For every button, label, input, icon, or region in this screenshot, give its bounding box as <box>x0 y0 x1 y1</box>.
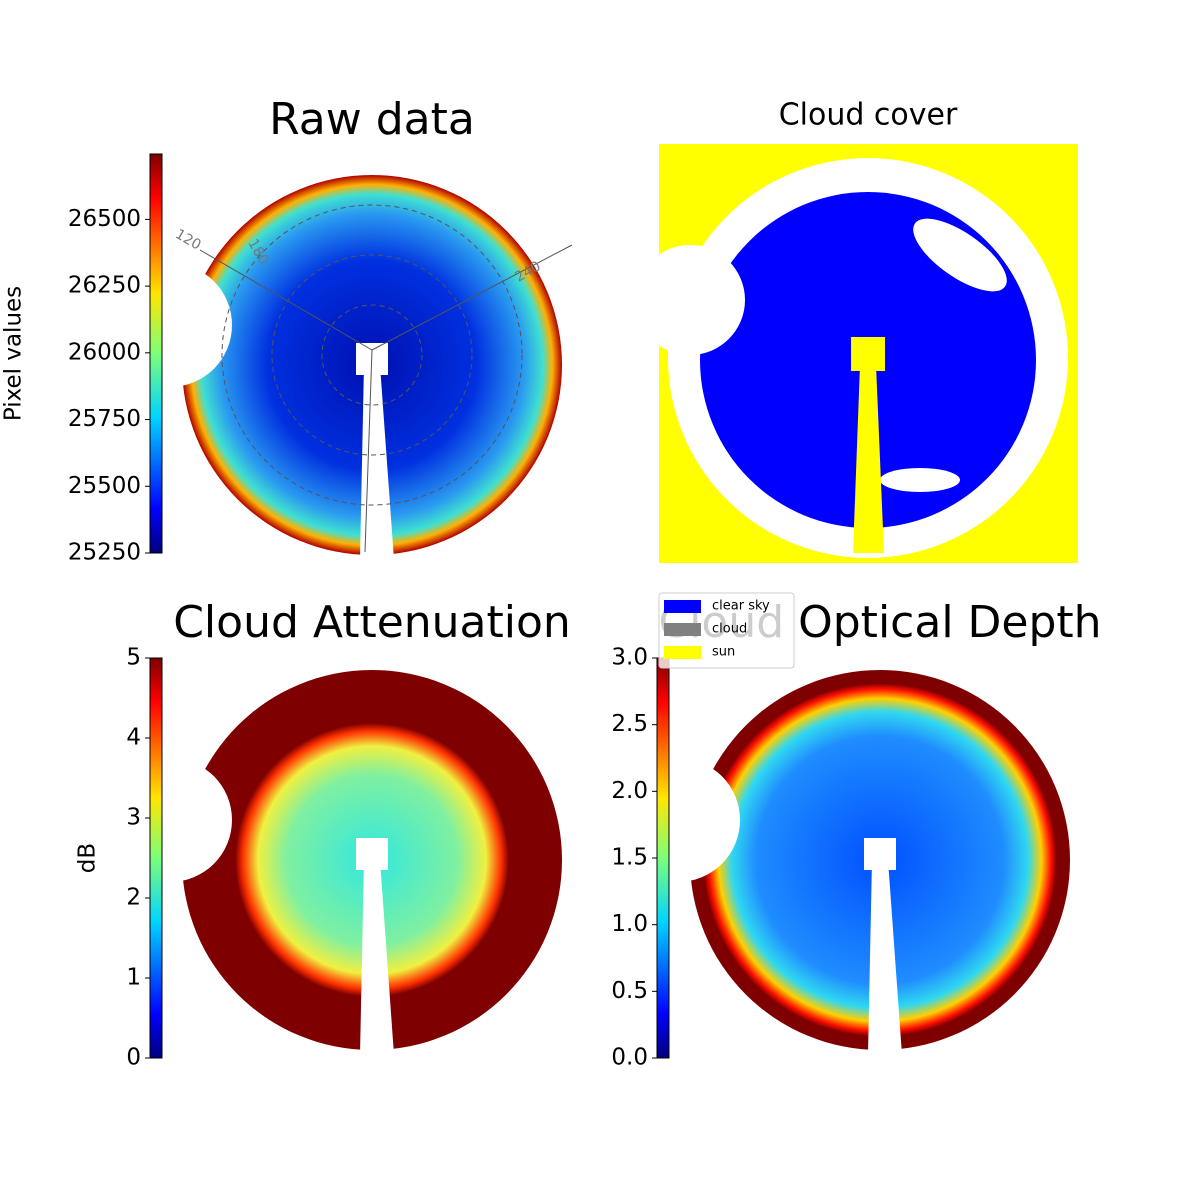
colorbar-label: dB <box>75 843 101 873</box>
polar-grid <box>221 204 523 506</box>
colorbar <box>149 657 163 1059</box>
mast-mask <box>356 838 388 870</box>
panel-title: Cloud Attenuation <box>173 597 571 648</box>
mast-mask <box>864 838 896 870</box>
sun-mast <box>853 365 884 553</box>
colorbar-tick-label: 2.0 <box>611 778 648 804</box>
sun-mast <box>851 337 885 371</box>
azimuth-label: 120 <box>172 226 203 253</box>
colorbar-tick-label: 1.0 <box>611 911 648 937</box>
colorbar-tick-label: 25500 <box>68 473 141 499</box>
colorbar-tick-label: 0 <box>126 1045 141 1071</box>
image-mask <box>108 263 232 387</box>
colorbar-tick-label: 26250 <box>68 273 141 299</box>
colorbar-tick-label: 4 <box>126 725 141 751</box>
cloud-patch <box>913 218 1007 292</box>
colorbar-tick-label: 2.5 <box>611 711 648 737</box>
polar-grid <box>271 254 473 456</box>
colorbar-tick-label: 1.5 <box>611 845 648 871</box>
image-mask <box>635 245 745 355</box>
polar-spoke <box>364 349 373 553</box>
colorbar-tick-label: 3 <box>126 805 141 831</box>
mast-mask <box>360 365 394 560</box>
colorbar-tick-label: 25750 <box>68 406 141 432</box>
legend-label: clear sky <box>712 599 770 614</box>
legend-label: cloud <box>712 622 747 637</box>
colorbar-tick-label: 26500 <box>68 206 141 232</box>
cloud-patch <box>880 468 960 492</box>
colorbar-tick-label: 25250 <box>68 540 141 566</box>
colorbar-tick-label: 5 <box>126 645 141 671</box>
image-mask <box>616 758 740 882</box>
image-mask <box>108 758 232 882</box>
legend-label: sun <box>712 645 735 660</box>
colorbar-tick-label: 26000 <box>68 339 141 365</box>
colorbar-tick-label: 0.0 <box>611 1045 648 1071</box>
colorbar <box>149 153 163 554</box>
polar-spoke <box>371 244 573 351</box>
colorbar-label: Pixel values <box>1 286 27 421</box>
colorbar-tick-label: 0.5 <box>611 978 648 1004</box>
legend-swatch <box>664 646 701 659</box>
colorbar-tick-label: 1 <box>126 965 141 991</box>
legend-swatch <box>664 600 701 613</box>
colorbar-tick-label: 2 <box>126 885 141 911</box>
panel-title: Raw data <box>269 94 475 145</box>
colorbar <box>656 657 670 1059</box>
panel-title: Cloud cover <box>779 98 958 133</box>
polar-spoke <box>199 249 373 351</box>
mast-mask <box>868 860 902 1055</box>
polar-grid <box>321 304 423 406</box>
legend-swatch <box>664 623 701 636</box>
colorbar-tick-label: 3.0 <box>611 645 648 671</box>
mast-mask <box>360 860 394 1055</box>
